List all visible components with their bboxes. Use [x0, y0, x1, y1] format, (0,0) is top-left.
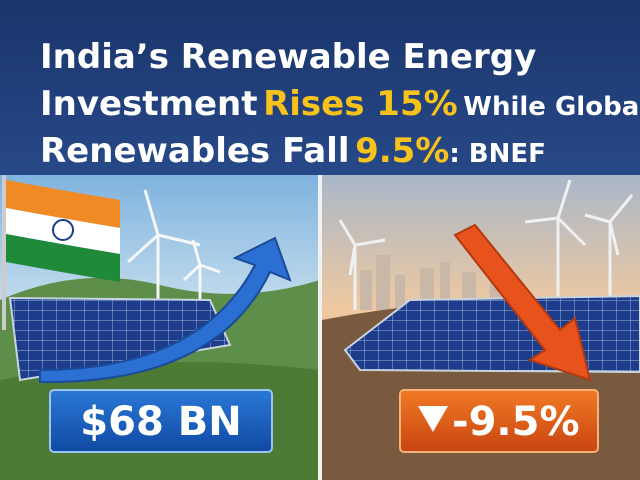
- headline-text: Renewables Fall: [40, 131, 349, 171]
- divider: [318, 175, 322, 480]
- turbines-right: [338, 179, 634, 310]
- headline-line-2: Investment Rises 15% While Global: [40, 84, 640, 124]
- indian-flag: [2, 170, 120, 330]
- india-badge: [49, 389, 273, 453]
- up-arrow: [39, 236, 292, 384]
- headline-text: : BNEF: [449, 139, 546, 169]
- solar-panels-left: [8, 296, 232, 382]
- headline-text: Investment: [40, 84, 258, 124]
- global-badge-text: -9.5%: [452, 399, 580, 445]
- down-arrow: [453, 223, 592, 382]
- headline-highlight: 9.5%: [355, 131, 449, 171]
- headline-text: While Global: [463, 92, 640, 122]
- headline-line-1: India’s Renewable Energy: [40, 37, 536, 77]
- down-triangle-icon: [418, 406, 448, 432]
- turbines-left: [126, 189, 221, 305]
- header-band: [0, 0, 640, 175]
- india-badge-text: $68 BN: [80, 399, 241, 445]
- headline-highlight: Rises 15%: [263, 84, 458, 124]
- headline-line-3: Renewables Fall 9.5%: BNEF: [40, 131, 546, 171]
- global-badge: [399, 389, 599, 453]
